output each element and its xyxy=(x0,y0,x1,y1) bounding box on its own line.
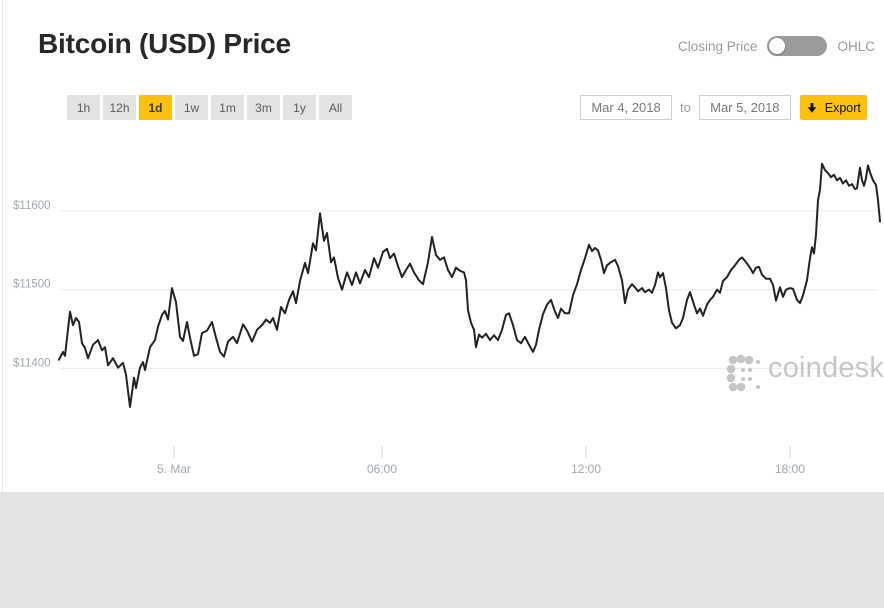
range-button-group: 1h 12h 1d 1w 1m 3m 1y All xyxy=(67,95,352,120)
toggle-knob-icon[interactable] xyxy=(769,38,786,54)
coindesk-watermark-text: coindesk xyxy=(768,352,884,384)
coindesk-logo-dot xyxy=(728,355,738,365)
coindesk-logo-dot xyxy=(756,360,760,364)
y-axis-label: $11500 xyxy=(13,279,51,291)
range-button-1m[interactable]: 1m xyxy=(211,95,244,120)
date-to-input[interactable]: Mar 5, 2018 xyxy=(698,95,791,120)
range-button-1w[interactable]: 1w xyxy=(175,95,208,120)
price-type-toggle[interactable] xyxy=(767,36,828,56)
range-button-all[interactable]: All xyxy=(319,95,352,120)
range-button-3m[interactable]: 3m xyxy=(247,95,280,120)
coindesk-logo-dot xyxy=(741,368,745,372)
x-axis-label: 06:00 xyxy=(367,462,397,476)
page-left-border xyxy=(2,0,3,492)
coindesk-logo-dot xyxy=(736,354,746,364)
price-line[interactable] xyxy=(58,162,881,408)
export-button[interactable]: Export xyxy=(799,95,867,120)
x-axis-label: 12:00 xyxy=(571,462,601,476)
toggle-label-ohlc: OHLC xyxy=(837,38,875,54)
x-axis-label: 18:00 xyxy=(775,462,805,476)
y-axis-label: $11400 xyxy=(13,357,51,369)
stats-bar: $11,586.51 ▲ 0.93% Today's Open $11,479.… xyxy=(0,492,884,608)
page-title: Bitcoin (USD) Price xyxy=(38,28,291,59)
coindesk-logo-dot xyxy=(741,377,745,381)
download-icon xyxy=(807,102,817,113)
range-button-1d[interactable]: 1d xyxy=(139,95,172,120)
date-range-to-label: to xyxy=(680,100,691,115)
date-range-controls: Mar 4, 2018 to Mar 5, 2018 Export xyxy=(580,95,867,120)
range-button-1h[interactable]: 1h xyxy=(67,95,100,120)
range-button-1y[interactable]: 1y xyxy=(283,95,316,120)
coindesk-logo-dot xyxy=(756,385,760,389)
price-chart-svg[interactable]: $11600 $11500 $11400 5. Mar 06:00 12:00 18:00 xyxy=(0,140,884,490)
coindesk-logo-dot xyxy=(736,382,746,392)
coindesk-logo-dot xyxy=(726,364,736,374)
coindesk-logo-dot xyxy=(728,382,738,392)
price-type-toggle-group: Closing Price OHLC xyxy=(678,36,875,56)
y-axis-label: $11600 xyxy=(13,200,51,212)
coindesk-logo-dot xyxy=(748,377,752,381)
export-label: Export xyxy=(824,100,861,115)
coindesk-logo-dot xyxy=(744,355,754,365)
coindesk-logo-dot xyxy=(726,373,736,383)
date-from-input[interactable]: Mar 4, 2018 xyxy=(580,95,672,120)
range-button-12h[interactable]: 12h xyxy=(103,95,136,120)
toggle-label-closing-price: Closing Price xyxy=(677,38,758,54)
coindesk-logo-dot xyxy=(748,368,752,372)
x-axis-label: 5. Mar xyxy=(157,462,191,476)
price-chart-area[interactable]: $11600 $11500 $11400 5. Mar 06:00 12:00 18:00 … xyxy=(0,140,884,490)
